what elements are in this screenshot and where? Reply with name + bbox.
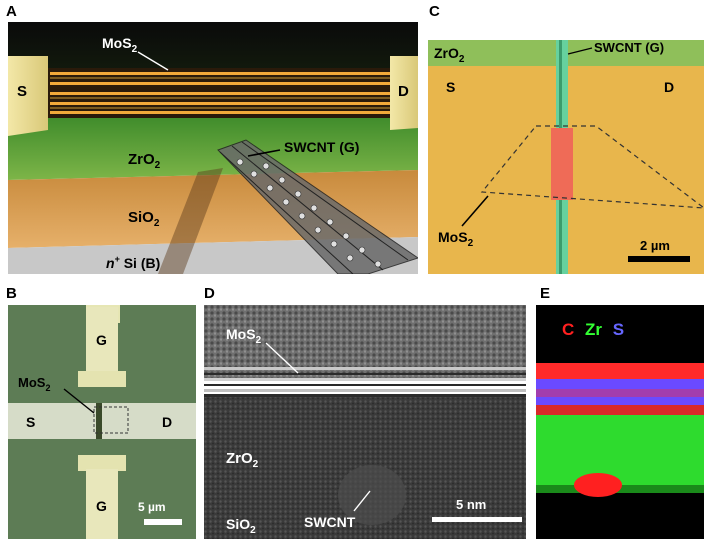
c-source-label: S — [446, 79, 455, 95]
panel-label-a: A — [6, 3, 17, 20]
panel-a-illustration: S D MoS2 ZrO2 SiO2 SWCNT (G) n+ Si (B) — [8, 22, 418, 274]
b-gap — [96, 403, 102, 439]
c-channel-overlap — [551, 128, 573, 200]
a-mos2-pointer — [137, 51, 169, 71]
e-legend-zr: Zr — [585, 320, 602, 339]
d-mos2-lattice-lines — [204, 367, 526, 397]
c-mos2-outline — [480, 125, 704, 209]
source-pad — [8, 56, 48, 136]
panel-a-device-schematic: S D MoS2 ZrO2 SiO2 SWCNT (G) n+ Si (B) — [8, 22, 418, 274]
b-gate-bottom-label: G — [96, 498, 107, 514]
e-carbon-band — [536, 363, 704, 379]
d-top-region — [204, 305, 526, 379]
b-scale-label: 5 µm — [138, 500, 166, 514]
swcnt-atoms — [236, 158, 382, 268]
b-source-label: S — [26, 414, 35, 430]
panel-c-sem-image: ZrO2 SWCNT (G) S D MoS2 2 µm — [428, 40, 704, 274]
panel-label-d: D — [204, 285, 215, 302]
c-mos2-pointer — [461, 195, 489, 227]
panel-d-tem-image: MoS2 ZrO2 SiO2 SWCNT 5 nm — [204, 305, 526, 539]
b-bottom-gate — [78, 455, 126, 471]
panel-label-b: B — [6, 285, 17, 302]
c-drain-label: D — [664, 79, 674, 95]
b-scale-bar — [144, 519, 182, 525]
panel-b-illustration: G G S D MoS2 5 µm — [8, 305, 196, 539]
b-mos2-outline — [93, 406, 129, 434]
e-swcnt-carbon-spot — [574, 473, 622, 497]
mos2-lattice-dots — [50, 77, 390, 109]
a-mos2-label: MoS2 — [102, 35, 138, 55]
a-swcnt-pointer — [247, 149, 281, 157]
d-sio2-label: SiO2 — [226, 516, 256, 536]
swcnt-shadow — [158, 168, 223, 274]
mos2-atoms — [50, 72, 390, 114]
a-sio2-label: SiO2 — [128, 209, 160, 229]
panel-e-illustration: C Zr S — [536, 305, 704, 539]
c-mos2-label: MoS2 — [438, 229, 474, 249]
panel-e-eds-map: C Zr S — [536, 305, 704, 539]
panel-label-c: C — [429, 3, 440, 20]
b-mos2-label: MoS2 — [18, 375, 50, 393]
panel-c-illustration: ZrO2 SWCNT (G) S D MoS2 2 µm — [428, 40, 704, 274]
panel-b-optical-image: G G S D MoS2 5 µm — [8, 305, 196, 539]
b-mos2-pointer — [63, 388, 95, 414]
a-si-label: n+ Si (B) — [106, 254, 160, 271]
b-gate-top-label: G — [96, 332, 107, 348]
e-zirconium-band — [536, 415, 704, 485]
d-scale-label: 5 nm — [456, 497, 486, 512]
drain-pad — [390, 56, 418, 130]
e-legend-s: S — [613, 320, 624, 339]
c-scale-label: 2 µm — [640, 238, 670, 253]
b-drain-label: D — [162, 414, 172, 430]
c-source-electrode — [428, 66, 556, 274]
panel-label-e: E — [540, 285, 551, 302]
c-zro2-label: ZrO2 — [434, 45, 465, 65]
swcnt-tube — [217, 139, 418, 274]
e-legend: C Zr S — [562, 320, 624, 339]
e-legend-c: C — [562, 320, 574, 339]
c-drain-electrode — [568, 66, 704, 274]
d-scale-bar — [432, 517, 522, 522]
c-swcnt-label: SWCNT (G) — [594, 40, 664, 55]
c-swcnt-pointer — [567, 47, 593, 55]
panel-d-illustration: MoS2 ZrO2 SiO2 SWCNT 5 nm — [204, 305, 526, 539]
d-swcnt-pointer — [353, 490, 371, 512]
c-scale-bar — [628, 256, 690, 262]
a-swcnt-label: SWCNT (G) — [284, 139, 359, 155]
d-mos2-label: MoS2 — [226, 326, 262, 346]
d-zro2-label: ZrO2 — [226, 450, 259, 470]
a-drain-label: D — [398, 83, 409, 100]
a-source-label: S — [17, 83, 27, 100]
zro2-layer — [8, 114, 418, 180]
a-zro2-label: ZrO2 — [128, 151, 161, 171]
d-mos2-pointer — [265, 342, 299, 374]
d-swcnt-label: SWCNT — [304, 514, 356, 530]
